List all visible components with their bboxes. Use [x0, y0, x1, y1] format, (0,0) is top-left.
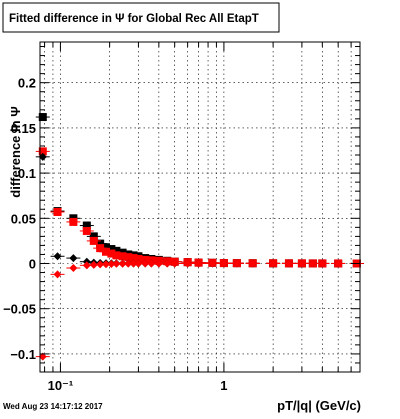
- data-point: [129, 254, 138, 263]
- y-tick-label: −0.05: [3, 302, 36, 317]
- data-point: [107, 249, 116, 258]
- title-box: [2, 2, 280, 33]
- data-point: [101, 247, 110, 256]
- data-point: [96, 239, 105, 248]
- timestamp: Wed Aug 23 14:17:12 2017: [3, 402, 103, 411]
- data-point: [107, 245, 116, 254]
- data-point: [53, 270, 62, 279]
- data-point: [232, 259, 241, 268]
- data-point: [89, 232, 98, 241]
- data-point: [163, 259, 172, 268]
- data-point: [124, 253, 133, 262]
- data-point: [53, 252, 62, 261]
- data-point: [82, 226, 91, 235]
- y-tick-label: 0.05: [11, 211, 36, 226]
- data-point: [147, 259, 156, 268]
- data-series: [35, 259, 364, 361]
- x-axis-label: pT/|q| (GeV/c): [277, 398, 361, 413]
- y-tick-label: 0.15: [11, 121, 36, 136]
- data-point: [208, 259, 217, 268]
- data-point: [38, 352, 47, 361]
- data-point: [38, 113, 47, 122]
- plot-frame: [39, 41, 361, 373]
- y-tick-label: 0.1: [18, 166, 36, 181]
- data-point: [134, 254, 143, 263]
- x-tick-label: 10⁻¹: [48, 378, 74, 393]
- data-point: [82, 221, 91, 230]
- data-point: [194, 259, 203, 268]
- data-point: [308, 259, 317, 268]
- data-point: [183, 259, 192, 268]
- data-point: [297, 259, 306, 268]
- x-tick-label: 1: [220, 378, 227, 393]
- data-point: [269, 259, 278, 268]
- data-point: [118, 252, 127, 261]
- data-point: [101, 243, 110, 252]
- data-point: [69, 254, 78, 263]
- data-point: [53, 207, 62, 216]
- y-tick-label: 0: [29, 257, 36, 272]
- data-point: [96, 244, 105, 253]
- chart-title: Fitted difference in Ψ for Global Rec Al…: [9, 13, 259, 25]
- data-point: [154, 259, 163, 268]
- data-point: [112, 251, 121, 260]
- data-point: [334, 259, 343, 268]
- data-point: [318, 259, 327, 268]
- data-point: [89, 236, 98, 245]
- data-point: [219, 259, 228, 268]
- axes: 10⁻¹ 1 −0.1 −0.05 0 0.05 0.1 0.15 0.2: [3, 41, 361, 393]
- data-point: [112, 246, 121, 255]
- y-tick-label: −0.1: [10, 347, 36, 362]
- data-point: [248, 259, 257, 268]
- y-tick-label: 0.2: [18, 76, 36, 91]
- y-axis-label: difference in Ψ: [8, 106, 23, 197]
- data-point: [69, 217, 78, 226]
- series-layer: [35, 113, 364, 361]
- data-point: [284, 259, 293, 268]
- data-point: [38, 147, 47, 156]
- data-point: [69, 264, 78, 273]
- data-point: [170, 259, 179, 268]
